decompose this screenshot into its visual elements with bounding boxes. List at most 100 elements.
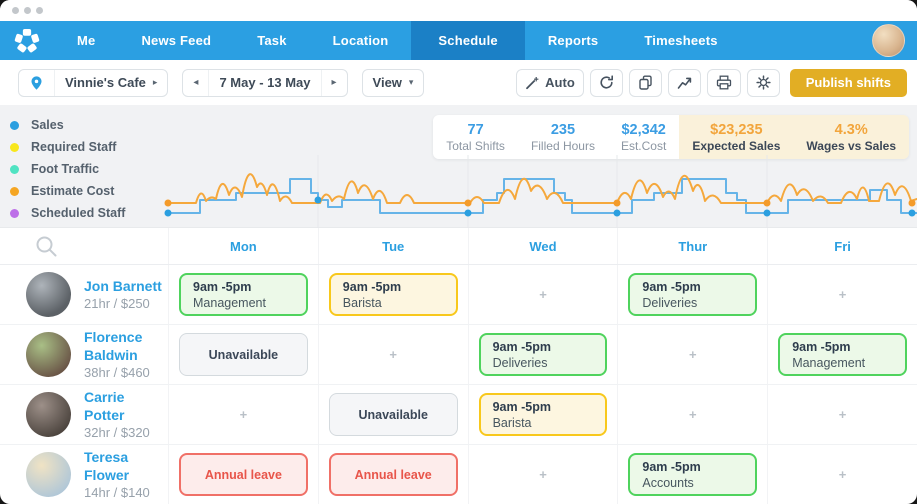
add-shift-icon[interactable]: +: [239, 407, 248, 422]
printer-icon: [716, 75, 731, 90]
shift-cell-wed[interactable]: +: [467, 445, 618, 504]
shift-card[interactable]: 9am -5pm Barista: [478, 393, 608, 436]
chevron-right-icon: ▸: [331, 77, 337, 88]
forecast-chart: [164, 155, 917, 228]
stats-highlight-group: $23,235 Expected Sales 4.3% Wages vs Sal…: [679, 115, 909, 159]
add-shift-icon[interactable]: +: [389, 347, 397, 362]
avatar[interactable]: [26, 272, 71, 317]
shift-cell-tue: 9am -5pm Barista: [317, 265, 468, 324]
chevron-right-icon: ▸: [152, 77, 158, 87]
date-range-label[interactable]: 7 May - 13 May: [208, 69, 320, 96]
settings-button[interactable]: [746, 68, 780, 97]
add-shift-icon[interactable]: +: [838, 407, 847, 422]
next-week-button[interactable]: ▸: [320, 69, 347, 96]
legend-item-required-staff[interactable]: Required Staff: [10, 136, 125, 158]
nav-tab-timesheets[interactable]: Timesheets: [644, 33, 718, 48]
annual-leave-card[interactable]: Annual leave: [328, 453, 458, 496]
shift-cell-wed[interactable]: +: [467, 265, 618, 324]
shift-cell-thur[interactable]: +: [617, 325, 767, 384]
employee-hours-cost: 32hr / $320: [84, 425, 150, 440]
publish-shifts-button[interactable]: Publish shifts: [789, 68, 907, 97]
prev-week-button[interactable]: ◂: [183, 70, 208, 96]
required-staff-dot-icon: [10, 142, 19, 152]
schedule-header-row: Mon Tue Wed Thur Fri: [0, 228, 917, 265]
avatar[interactable]: [26, 392, 71, 437]
day-header-wed[interactable]: Wed: [467, 228, 618, 264]
location-select[interactable]: Vinnie's Cafe ▸: [54, 69, 167, 96]
nav-tab-task[interactable]: Task: [257, 33, 287, 48]
search-icon[interactable]: [34, 234, 59, 259]
employee-hours-cost: 38hr / $460: [84, 365, 150, 380]
day-header-mon[interactable]: Mon: [168, 228, 318, 264]
nav-tab-reports[interactable]: Reports: [547, 33, 599, 48]
line-chart-icon: [677, 77, 691, 89]
location-picker: Vinnie's Cafe ▸: [18, 68, 169, 97]
refresh-button[interactable]: [589, 68, 623, 97]
copy-icon: [639, 75, 652, 90]
shift-cell-mon[interactable]: +: [168, 385, 318, 444]
avatar[interactable]: [26, 452, 71, 497]
unavailable-card[interactable]: Unavailable: [328, 393, 458, 436]
shift-card[interactable]: 9am -5pm Management: [179, 273, 308, 316]
estimate-cost-line: [167, 173, 917, 204]
foot-traffic-dot-icon: [10, 164, 19, 174]
legend-item-estimate-cost[interactable]: Estimate Cost: [10, 180, 125, 202]
window-control-dot[interactable]: [36, 7, 43, 14]
nav-tab-news-feed[interactable]: News Feed: [141, 33, 212, 48]
shift-card[interactable]: 9am -5pm Barista: [328, 273, 458, 316]
estimate-cost-dot-icon: [10, 186, 19, 196]
shift-card[interactable]: 9am -5pm Accounts: [628, 453, 758, 496]
employee-name[interactable]: Teresa Flower: [84, 449, 130, 483]
add-shift-icon[interactable]: +: [688, 347, 697, 362]
nav-tab-schedule[interactable]: Schedule: [411, 21, 525, 60]
shift-card[interactable]: 9am -5pm Deliveries: [478, 333, 608, 376]
add-shift-icon[interactable]: +: [838, 287, 847, 302]
stat-total-shifts: 77 Total Shifts: [446, 121, 505, 153]
legend-item-foot-traffic[interactable]: Foot Traffic: [10, 158, 125, 180]
avatar[interactable]: [26, 332, 71, 377]
app-logo-icon[interactable]: [0, 21, 54, 60]
shift-cell-fri[interactable]: +: [767, 445, 917, 504]
shift-cell-wed: 9am -5pm Deliveries: [467, 325, 618, 384]
employee-cell: Teresa Flower 14hr / $140: [0, 445, 168, 504]
user-avatar[interactable]: [872, 24, 905, 57]
shift-card[interactable]: 9am -5pm Deliveries: [628, 273, 758, 316]
shift-cell-tue[interactable]: +: [317, 325, 468, 384]
employee-cell: Carrie Potter 32hr / $320: [0, 385, 168, 444]
location-pin-button[interactable]: [19, 70, 54, 96]
shift-cell-mon: Unavailable: [168, 325, 318, 384]
auto-fill-button[interactable]: Auto: [516, 68, 584, 97]
shift-cell-thur[interactable]: +: [617, 385, 767, 444]
window-control-dot[interactable]: [12, 7, 19, 14]
location-name: Vinnie's Cafe: [65, 75, 146, 90]
stats-button[interactable]: [667, 68, 701, 97]
location-pin-icon: [31, 75, 42, 90]
copy-shifts-button[interactable]: [628, 68, 662, 97]
employee-name[interactable]: Carrie Potter: [84, 389, 125, 423]
day-header-thur[interactable]: Thur: [617, 228, 767, 264]
add-shift-icon[interactable]: +: [688, 407, 697, 422]
add-shift-icon[interactable]: +: [539, 287, 547, 302]
annual-leave-card[interactable]: Annual leave: [179, 453, 308, 496]
estimate-cost-line-dots: [164, 199, 916, 207]
legend-item-scheduled-staff[interactable]: Scheduled Staff: [10, 202, 125, 224]
print-button[interactable]: [706, 68, 741, 97]
nav-tab-location[interactable]: Location: [332, 33, 389, 48]
employee-name[interactable]: Jon Barnett: [84, 278, 162, 294]
shift-cell-fri[interactable]: +: [767, 385, 917, 444]
day-header-fri[interactable]: Fri: [767, 228, 917, 264]
legend-item-sales[interactable]: Sales: [10, 114, 125, 136]
view-dropdown[interactable]: View ▾: [361, 68, 425, 97]
employee-name[interactable]: Florence Baldwin: [84, 329, 143, 363]
shift-cell-fri[interactable]: +: [767, 265, 917, 324]
add-shift-icon[interactable]: +: [838, 467, 847, 482]
nav-tab-me[interactable]: Me: [77, 33, 96, 48]
shift-card[interactable]: 9am -5pm Management: [778, 333, 907, 376]
unavailable-card[interactable]: Unavailable: [179, 333, 308, 376]
stat-est-cost: $2,342 Est.Cost: [620, 121, 667, 153]
window-control-dot[interactable]: [24, 7, 31, 14]
add-shift-icon[interactable]: +: [539, 467, 547, 482]
toolbar-actions: Auto: [516, 68, 907, 97]
stats-panel: 77 Total Shifts 235 Filled Hours $2,342 …: [433, 115, 909, 159]
day-header-tue[interactable]: Tue: [317, 228, 468, 264]
